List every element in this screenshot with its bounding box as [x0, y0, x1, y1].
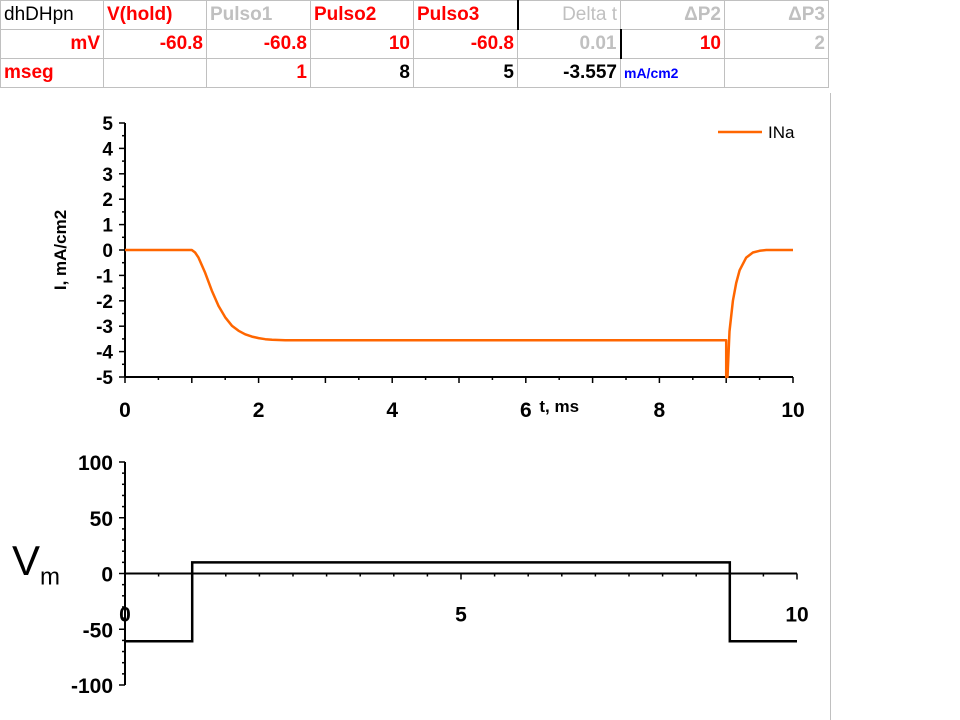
cell-mseg-pulso2[interactable]: 8: [310, 58, 414, 88]
cell-mv-pulso1[interactable]: -60.8: [206, 29, 311, 59]
cell-mv-dp3[interactable]: 2: [724, 29, 829, 59]
cell-header-delta-t[interactable]: Delta t: [516, 0, 621, 30]
vm-label-main: V: [12, 537, 41, 584]
y-tick-label: 3: [102, 165, 113, 186]
cell-mseg-peak-current[interactable]: -3.557: [517, 58, 621, 88]
y-tick-label: -5: [96, 368, 113, 389]
x-tick-label: 5: [455, 604, 467, 627]
cell-mseg-unit[interactable]: mA/cm2: [620, 58, 725, 88]
voltage-chart: [119, 461, 798, 686]
current-chart: [119, 122, 794, 383]
x-tick-label: 10: [781, 399, 804, 422]
vm-label-sub: m: [40, 563, 61, 591]
cell-mseg-pulso1[interactable]: 1: [206, 58, 311, 88]
cell-header-pulso3[interactable]: Pulso3: [413, 0, 518, 30]
cell-mv-dp2[interactable]: 10: [619, 29, 725, 59]
x-tick-label: 2: [253, 399, 265, 422]
y-tick-label: 50: [90, 508, 113, 531]
cell-mv-pulso2[interactable]: 10: [310, 29, 414, 59]
y-tick-label: -50: [83, 619, 113, 642]
vm-label: Vm: [12, 540, 60, 598]
y-tick-label: 100: [78, 452, 113, 475]
y-tick-label: 0: [102, 241, 113, 262]
voltage-series-line: [125, 561, 797, 643]
header-row: dhDHpn V(hold) Pulso1 Pulso2 Pulso3 Delt…: [0, 0, 829, 30]
cell-header-vhold[interactable]: V(hold): [103, 0, 207, 30]
y-tick-label: -2: [96, 292, 113, 313]
x-tick-label: 10: [785, 604, 808, 627]
cell-header-dp2[interactable]: ΔP2: [620, 0, 725, 30]
ina-series-line: [125, 248, 793, 379]
cell-mseg-label[interactable]: mseg: [0, 58, 104, 88]
y-tick-label: 2: [102, 190, 113, 211]
y-tick-label: 0: [101, 564, 113, 587]
cell-mv-vhold[interactable]: -60.8: [103, 29, 207, 59]
y-tick-label: 5: [102, 114, 113, 135]
y-tick-label: -1: [96, 266, 113, 287]
x-tick-label: 8: [654, 399, 666, 422]
cell-mseg-vhold[interactable]: [103, 58, 207, 88]
x-tick-label: 6: [520, 399, 532, 422]
legend-label: INa: [768, 123, 795, 142]
x-tick-label: 0: [119, 604, 131, 627]
y-tick-label: -100: [71, 675, 113, 698]
cell-mseg-pulso3[interactable]: 5: [413, 58, 518, 88]
cell-header-name[interactable]: dhDHpn: [0, 0, 104, 30]
y-tick-label: 1: [102, 216, 113, 237]
cell-header-dp3[interactable]: ΔP3: [724, 0, 829, 30]
mv-row: mV -60.8 -60.8 10 -60.8 0.01 10 2: [0, 29, 829, 59]
mseg-row: mseg 1 8 5 -3.557 mA/cm2: [0, 58, 829, 88]
cell-header-pulso1[interactable]: Pulso1: [206, 0, 311, 30]
y-tick-label: -3: [96, 317, 113, 338]
cell-mv-pulso3[interactable]: -60.8: [413, 29, 518, 59]
x-tick-label: 4: [386, 399, 398, 422]
chart-area: 5 4 3 2 1 0 -1 -2 -3 -4 -5 0 2 4 6 8 10 t, ms I, mA/cm2 INa…: [0, 93, 831, 720]
cell-mv-delta-t[interactable]: 0.01: [517, 29, 621, 59]
x-tick-label: 0: [119, 399, 131, 422]
parameter-table: dhDHpn V(hold) Pulso1 Pulso2 Pulso3 Delt…: [0, 0, 829, 88]
y-axis-label: I, mA/cm2: [51, 210, 70, 290]
y-tick-label: 4: [102, 139, 113, 160]
cell-mseg-dp3[interactable]: [724, 58, 829, 88]
y-tick-label: -4: [96, 343, 113, 364]
cell-mv-label[interactable]: mV: [0, 29, 104, 59]
x-axis-label: t, ms: [539, 397, 579, 416]
cell-header-pulso2[interactable]: Pulso2: [310, 0, 414, 30]
